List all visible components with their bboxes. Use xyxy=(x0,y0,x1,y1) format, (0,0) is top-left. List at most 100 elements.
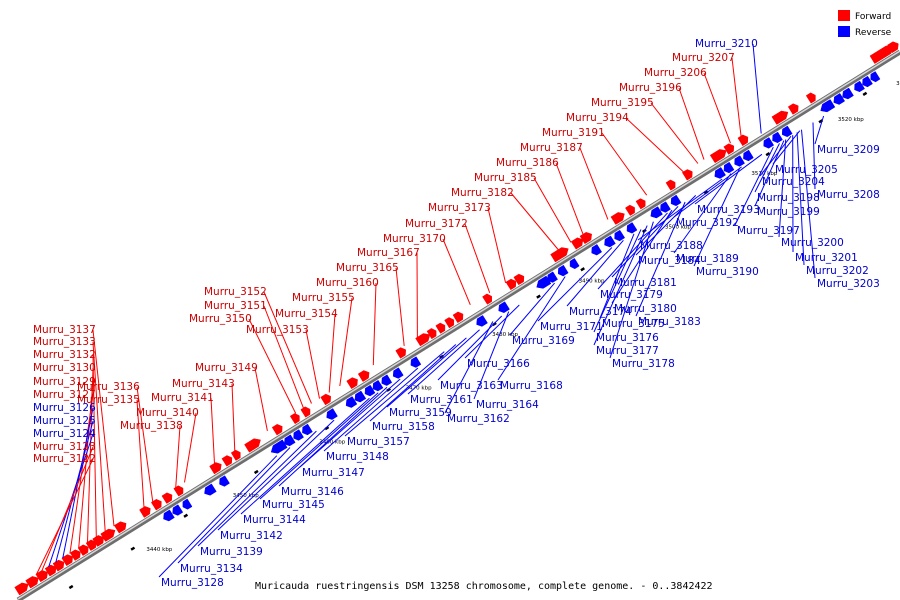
gene-label[interactable]: Murru_3151 xyxy=(204,300,267,312)
gene-label[interactable]: Murru_3135 xyxy=(77,394,140,406)
gene-label[interactable]: Murru_3193 xyxy=(697,204,760,216)
reverse-gene-arrow xyxy=(364,384,376,397)
gene-label[interactable]: Murru_3133 xyxy=(33,336,96,348)
gene-label[interactable]: Murru_3209 xyxy=(817,144,880,156)
gene-label[interactable]: Murru_3200 xyxy=(781,237,844,249)
reverse-gene-arrow xyxy=(498,301,510,313)
gene-label[interactable]: Murru_3178 xyxy=(612,358,675,370)
gene-label[interactable]: Murru_3125 xyxy=(33,415,96,427)
gene-label[interactable]: Murru_3175 xyxy=(602,318,665,330)
gene-label[interactable]: Murru_3183 xyxy=(638,316,701,328)
forward-gene-arrow xyxy=(271,424,283,436)
gene-label[interactable]: Murru_3142 xyxy=(220,530,283,542)
gene-label[interactable]: Murru_3144 xyxy=(243,514,306,526)
label-leader-line xyxy=(693,167,741,267)
gene-label[interactable]: Murru_3161 xyxy=(410,394,473,406)
gene-label[interactable]: Murru_3147 xyxy=(302,467,365,479)
gene-label[interactable]: Murru_3189 xyxy=(676,253,739,265)
gene-label[interactable]: Murru_3145 xyxy=(262,499,325,511)
gene-label[interactable]: Murru_3162 xyxy=(447,413,510,425)
label-leader-line xyxy=(263,305,305,409)
label-leader-line xyxy=(510,192,559,251)
forward-gene-arrow xyxy=(570,237,584,250)
gene-label[interactable]: Murru_3150 xyxy=(189,313,252,325)
gene-label[interactable]: Murru_3184 xyxy=(638,255,701,267)
gene-label[interactable]: Murru_3158 xyxy=(372,421,435,433)
gene-label[interactable]: Murru_3173 xyxy=(428,202,491,214)
gene-label[interactable]: Murru_3181 xyxy=(614,277,677,289)
gene-label[interactable]: Murru_3191 xyxy=(542,127,605,139)
gene-label[interactable]: Murru_3168 xyxy=(500,380,563,392)
gene-label[interactable]: Murru_3188 xyxy=(640,240,703,252)
gene-label[interactable]: Murru_3149 xyxy=(195,362,258,374)
gene-label[interactable]: Murru_3132 xyxy=(33,349,96,361)
gene-label[interactable]: Murru_3160 xyxy=(316,277,379,289)
gene-label[interactable]: Murru_3206 xyxy=(644,67,707,79)
reverse-gene-arrow xyxy=(772,131,783,144)
gene-label[interactable]: Murru_3148 xyxy=(326,451,389,463)
gene-label[interactable]: Murru_3129 xyxy=(33,376,96,388)
gene-label[interactable]: Murru_3153 xyxy=(246,324,309,336)
gene-label[interactable]: Murru_3123 xyxy=(33,441,96,453)
forward-gene-arrow xyxy=(737,134,749,147)
gene-label[interactable]: Murru_3126 xyxy=(33,402,96,414)
gene-label[interactable]: Murru_3204 xyxy=(762,176,825,188)
gene-label[interactable]: Murru_3159 xyxy=(389,407,452,419)
gene-label[interactable]: Murru_3202 xyxy=(806,265,869,277)
label-leader-line xyxy=(136,386,154,503)
gene-label[interactable]: Murru_3190 xyxy=(696,266,759,278)
gene-label[interactable]: Murru_3164 xyxy=(476,399,539,411)
gene-label[interactable]: Murru_3155 xyxy=(292,292,355,304)
gene-label[interactable]: Murru_3152 xyxy=(204,286,267,298)
gene-label[interactable]: Murru_3174 xyxy=(569,306,632,318)
gene-label[interactable]: Murru_3137 xyxy=(33,324,96,336)
gene-label[interactable]: Murru_3207 xyxy=(672,52,735,64)
gene-label[interactable]: Murru_3185 xyxy=(474,172,537,184)
gene-label[interactable]: Murru_3146 xyxy=(281,486,344,498)
gene-label[interactable]: Murru_3138 xyxy=(120,420,183,432)
gene-label[interactable]: Murru_3171 xyxy=(540,321,603,333)
gene-label[interactable]: Murru_3198 xyxy=(757,192,820,204)
gene-label[interactable]: Murru_3192 xyxy=(676,217,739,229)
gene-label[interactable]: Murru_3169 xyxy=(512,335,575,347)
gene-label[interactable]: Murru_3130 xyxy=(33,362,96,374)
gene-label[interactable]: Murru_3139 xyxy=(200,546,263,558)
gene-label[interactable]: Murru_3154 xyxy=(275,308,338,320)
gene-label[interactable]: Murru_3201 xyxy=(795,252,858,264)
label-leader-line xyxy=(812,122,816,190)
gene-label[interactable]: Murru_3122 xyxy=(33,453,96,465)
gene-label[interactable]: Murru_3203 xyxy=(817,278,880,290)
gene-label[interactable]: Murru_3134 xyxy=(180,563,243,575)
gene-label[interactable]: Murru_3196 xyxy=(619,82,682,94)
gene-label[interactable]: Murru_3143 xyxy=(172,378,235,390)
gene-label[interactable]: Murru_3177 xyxy=(596,345,659,357)
gene-label[interactable]: Murru_3136 xyxy=(77,381,140,393)
forward-gene-arrow xyxy=(482,293,492,305)
label-leader-line xyxy=(533,177,572,243)
gene-label[interactable]: Murru_3124 xyxy=(33,428,96,440)
gene-label[interactable]: Murru_3210 xyxy=(695,38,758,50)
gene-label[interactable]: Murru_3180 xyxy=(614,303,677,315)
gene-label[interactable]: Murru_3170 xyxy=(383,233,446,245)
gene-label[interactable]: Murru_3208 xyxy=(817,189,880,201)
gene-label[interactable]: Murru_3141 xyxy=(151,392,214,404)
gene-label[interactable]: Murru_3128 xyxy=(161,577,224,589)
gene-label[interactable]: Murru_3197 xyxy=(737,225,800,237)
gene-label[interactable]: Murru_3157 xyxy=(347,436,410,448)
gene-label[interactable]: Murru_3199 xyxy=(757,206,820,218)
gene-label[interactable]: Murru_3127 xyxy=(33,389,96,401)
gene-label[interactable]: Murru_3195 xyxy=(591,97,654,109)
gene-label[interactable]: Murru_3194 xyxy=(566,112,629,124)
gene-label[interactable]: Murru_3165 xyxy=(336,262,399,274)
gene-label[interactable]: Murru_3172 xyxy=(405,218,468,230)
gene-label[interactable]: Murru_3186 xyxy=(496,157,559,169)
gene-label[interactable]: Murru_3182 xyxy=(451,187,514,199)
gene-label[interactable]: Murru_3166 xyxy=(467,358,530,370)
gene-label[interactable]: Murru_3140 xyxy=(136,407,199,419)
gene-label[interactable]: Murru_3167 xyxy=(357,247,420,259)
gene-label[interactable]: Murru_3176 xyxy=(596,332,659,344)
gene-label[interactable]: Murru_3187 xyxy=(520,142,583,154)
gene-label[interactable]: Murru_3163 xyxy=(440,380,503,392)
gene-label[interactable]: Murru_3205 xyxy=(775,164,838,176)
reverse-gene-arrow xyxy=(734,155,745,167)
